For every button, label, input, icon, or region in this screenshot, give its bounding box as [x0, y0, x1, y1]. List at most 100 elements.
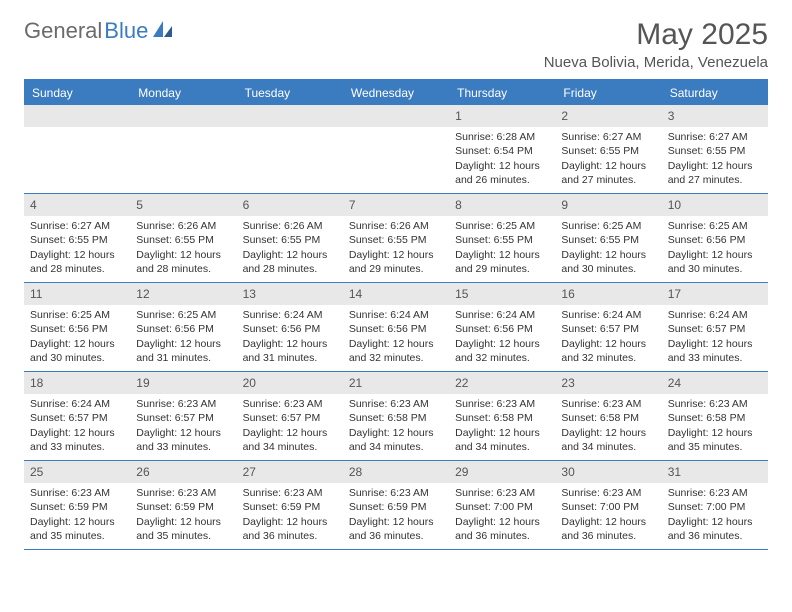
day-content: Sunrise: 6:25 AMSunset: 6:56 PMDaylight:… [24, 305, 130, 371]
day-daylight1: Daylight: 12 hours [30, 248, 124, 262]
day-cell: 16Sunrise: 6:24 AMSunset: 6:57 PMDayligh… [555, 283, 661, 371]
day-number: 27 [237, 461, 343, 483]
day-number: 15 [449, 283, 555, 305]
day-sunset: Sunset: 7:00 PM [561, 500, 655, 514]
day-number: 13 [237, 283, 343, 305]
location: Nueva Bolivia, Merida, Venezuela [544, 54, 768, 71]
day-cell: 3Sunrise: 6:27 AMSunset: 6:55 PMDaylight… [662, 105, 768, 193]
day-daylight1: Daylight: 12 hours [243, 337, 337, 351]
day-number: 12 [130, 283, 236, 305]
day-daylight1: Daylight: 12 hours [561, 515, 655, 529]
day-sunrise: Sunrise: 6:23 AM [455, 397, 549, 411]
day-daylight2: and 29 minutes. [455, 262, 549, 276]
day-cell: 18Sunrise: 6:24 AMSunset: 6:57 PMDayligh… [24, 372, 130, 460]
day-number: 14 [343, 283, 449, 305]
day-daylight1: Daylight: 12 hours [243, 515, 337, 529]
day-sunrise: Sunrise: 6:23 AM [136, 397, 230, 411]
day-number: 18 [24, 372, 130, 394]
day-daylight1: Daylight: 12 hours [349, 337, 443, 351]
day-daylight2: and 33 minutes. [668, 351, 762, 365]
day-content: Sunrise: 6:23 AMSunset: 7:00 PMDaylight:… [449, 483, 555, 549]
day-content: Sunrise: 6:23 AMSunset: 6:58 PMDaylight:… [662, 394, 768, 460]
day-sunset: Sunset: 6:56 PM [30, 322, 124, 336]
day-sunset: Sunset: 6:59 PM [243, 500, 337, 514]
day-number: 25 [24, 461, 130, 483]
day-daylight2: and 28 minutes. [136, 262, 230, 276]
day-number: 22 [449, 372, 555, 394]
day-content: Sunrise: 6:25 AMSunset: 6:55 PMDaylight:… [449, 216, 555, 282]
day-number: 30 [555, 461, 661, 483]
day-daylight1: Daylight: 12 hours [30, 426, 124, 440]
day-daylight2: and 32 minutes. [349, 351, 443, 365]
day-daylight2: and 36 minutes. [455, 529, 549, 543]
day-sunrise: Sunrise: 6:25 AM [561, 219, 655, 233]
day-daylight2: and 28 minutes. [243, 262, 337, 276]
day-daylight2: and 29 minutes. [349, 262, 443, 276]
day-content: Sunrise: 6:26 AMSunset: 6:55 PMDaylight:… [237, 216, 343, 282]
day-content: Sunrise: 6:24 AMSunset: 6:57 PMDaylight:… [24, 394, 130, 460]
day-daylight1: Daylight: 12 hours [561, 159, 655, 173]
day-cell: 17Sunrise: 6:24 AMSunset: 6:57 PMDayligh… [662, 283, 768, 371]
day-number: 23 [555, 372, 661, 394]
day-cell: 15Sunrise: 6:24 AMSunset: 6:56 PMDayligh… [449, 283, 555, 371]
day-sunset: Sunset: 6:56 PM [668, 233, 762, 247]
day-daylight2: and 30 minutes. [668, 262, 762, 276]
day-sunrise: Sunrise: 6:25 AM [455, 219, 549, 233]
day-daylight1: Daylight: 12 hours [243, 248, 337, 262]
day-sunset: Sunset: 6:57 PM [243, 411, 337, 425]
day-cell: 24Sunrise: 6:23 AMSunset: 6:58 PMDayligh… [662, 372, 768, 460]
day-number: 16 [555, 283, 661, 305]
day-content: Sunrise: 6:23 AMSunset: 6:58 PMDaylight:… [449, 394, 555, 460]
day-content: Sunrise: 6:23 AMSunset: 6:59 PMDaylight:… [130, 483, 236, 549]
day-content: Sunrise: 6:27 AMSunset: 6:55 PMDaylight:… [555, 127, 661, 193]
day-sunset: Sunset: 6:55 PM [561, 144, 655, 158]
day-sunrise: Sunrise: 6:23 AM [455, 486, 549, 500]
day-sunrise: Sunrise: 6:27 AM [668, 130, 762, 144]
day-cell: 2Sunrise: 6:27 AMSunset: 6:55 PMDaylight… [555, 105, 661, 193]
day-sunset: Sunset: 6:58 PM [561, 411, 655, 425]
day-daylight2: and 34 minutes. [561, 440, 655, 454]
day-sunrise: Sunrise: 6:25 AM [30, 308, 124, 322]
day-sunset: Sunset: 6:56 PM [243, 322, 337, 336]
day-sunset: Sunset: 6:55 PM [349, 233, 443, 247]
day-cell: 14Sunrise: 6:24 AMSunset: 6:56 PMDayligh… [343, 283, 449, 371]
day-sunrise: Sunrise: 6:23 AM [349, 397, 443, 411]
logo-text-1: General [24, 18, 102, 44]
day-sunset: Sunset: 6:54 PM [455, 144, 549, 158]
weekday-header: Monday [130, 81, 236, 105]
day-number: 19 [130, 372, 236, 394]
week-row: 11Sunrise: 6:25 AMSunset: 6:56 PMDayligh… [24, 283, 768, 372]
day-content: Sunrise: 6:24 AMSunset: 6:57 PMDaylight:… [662, 305, 768, 371]
day-daylight2: and 34 minutes. [455, 440, 549, 454]
sail-icon [152, 18, 174, 44]
day-daylight1: Daylight: 12 hours [349, 426, 443, 440]
day-daylight1: Daylight: 12 hours [136, 248, 230, 262]
day-cell: 22Sunrise: 6:23 AMSunset: 6:58 PMDayligh… [449, 372, 555, 460]
day-sunrise: Sunrise: 6:23 AM [349, 486, 443, 500]
day-sunrise: Sunrise: 6:23 AM [561, 397, 655, 411]
day-cell: 29Sunrise: 6:23 AMSunset: 7:00 PMDayligh… [449, 461, 555, 549]
day-daylight2: and 36 minutes. [243, 529, 337, 543]
day-daylight2: and 31 minutes. [243, 351, 337, 365]
day-sunset: Sunset: 6:55 PM [455, 233, 549, 247]
day-cell: 26Sunrise: 6:23 AMSunset: 6:59 PMDayligh… [130, 461, 236, 549]
day-daylight1: Daylight: 12 hours [455, 248, 549, 262]
weekday-header: Tuesday [237, 81, 343, 105]
day-cell: 25Sunrise: 6:23 AMSunset: 6:59 PMDayligh… [24, 461, 130, 549]
week-row: 25Sunrise: 6:23 AMSunset: 6:59 PMDayligh… [24, 461, 768, 550]
day-sunrise: Sunrise: 6:24 AM [30, 397, 124, 411]
day-number [237, 105, 343, 127]
day-sunrise: Sunrise: 6:24 AM [349, 308, 443, 322]
day-daylight2: and 32 minutes. [561, 351, 655, 365]
day-sunset: Sunset: 7:00 PM [455, 500, 549, 514]
weekday-header: Saturday [662, 81, 768, 105]
day-daylight2: and 35 minutes. [30, 529, 124, 543]
day-daylight1: Daylight: 12 hours [561, 337, 655, 351]
day-cell [24, 105, 130, 193]
day-sunrise: Sunrise: 6:25 AM [136, 308, 230, 322]
day-sunrise: Sunrise: 6:24 AM [455, 308, 549, 322]
day-cell [130, 105, 236, 193]
weekday-row: SundayMondayTuesdayWednesdayThursdayFrid… [24, 81, 768, 105]
day-sunset: Sunset: 6:57 PM [30, 411, 124, 425]
day-cell: 12Sunrise: 6:25 AMSunset: 6:56 PMDayligh… [130, 283, 236, 371]
